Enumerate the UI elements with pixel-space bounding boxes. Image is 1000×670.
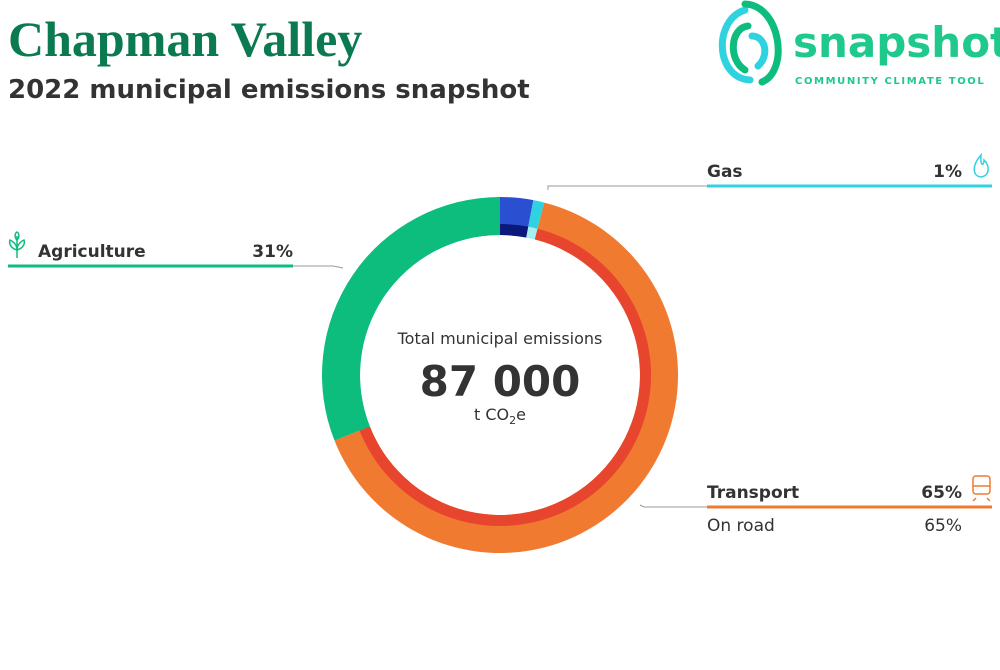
total: 87 000 <box>420 357 581 406</box>
unit-text: t CO <box>474 405 509 424</box>
sub-value-label: 65% <box>924 516 962 536</box>
value-label: 1% <box>933 162 962 182</box>
value-label: 65% <box>921 483 962 503</box>
unit-sub: 2 <box>509 414 516 427</box>
logo-name: snapshot <box>793 18 1000 67</box>
sub-segment <box>526 226 538 240</box>
gas-icon <box>973 152 989 178</box>
unit: t CO2e <box>474 405 526 427</box>
title: Chapman Valley <box>8 11 362 67</box>
sub-segment <box>349 224 500 431</box>
segment <box>321 197 500 441</box>
sub-label: On road <box>707 516 775 536</box>
transport-icon <box>972 475 991 502</box>
value-label: 31% <box>252 242 293 262</box>
logo-mark <box>718 0 782 86</box>
logo-tagline: COMMUNITY CLIMATE TOOL <box>795 76 985 87</box>
category-label: Transport <box>707 483 799 503</box>
center-label: Total municipal emissions <box>397 329 603 348</box>
leader-line <box>547 185 707 190</box>
leader-line <box>293 265 344 269</box>
subtitle: 2022 municipal emissions snapshot <box>8 75 530 105</box>
leader-line <box>639 504 707 508</box>
category-label: Gas <box>707 162 743 182</box>
sub-segment <box>500 224 529 238</box>
category-label: Agriculture <box>38 242 146 262</box>
agriculture-icon <box>8 231 26 258</box>
unit-tail: e <box>516 405 526 424</box>
